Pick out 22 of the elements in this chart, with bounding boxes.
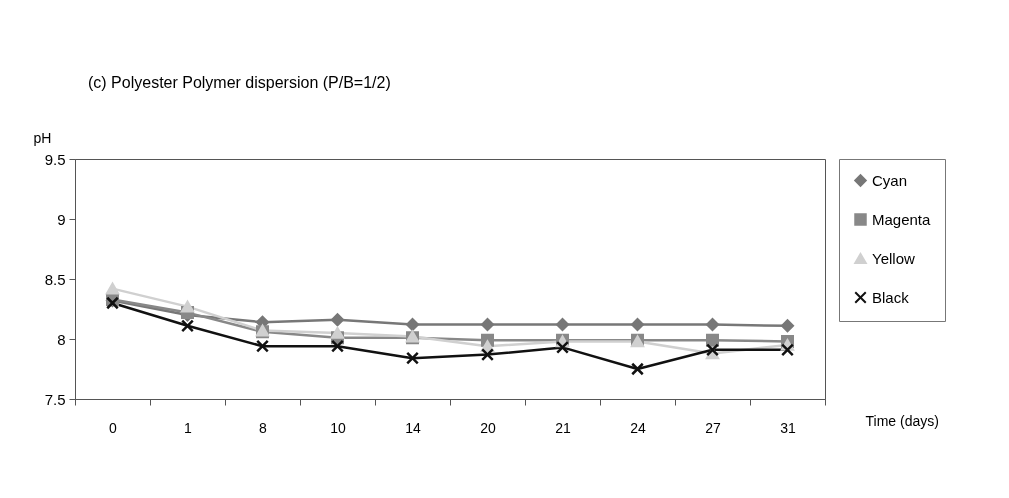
x-tick-label: 21 [555,419,571,436]
legend-label: Black [872,288,910,306]
x-tick-label: 24 [630,419,646,436]
legend-label: Cyan [872,171,908,189]
x-tick-label: 10 [330,419,346,436]
x-tick-label: 31 [780,419,796,436]
y-tick-label: 9 [57,210,66,228]
y-tick-label: 8.5 [44,270,66,288]
x-tick-label: 27 [705,419,721,436]
legend-label: Yellow [872,249,915,267]
x-tick-label: 8 [259,419,268,436]
y-tick-label: 9.5 [44,150,66,168]
y-axis-title: pH [33,129,52,146]
x-axis-title: Time (days) [865,412,939,429]
y-tick-label: 7.5 [44,390,66,408]
x-tick-label: 20 [480,419,496,436]
x-tick-label: 14 [405,419,421,436]
x-tick-label: 1 [184,419,193,436]
chart-title: (c) Polyester Polymer dispersion (P/B=1/2) [88,74,391,91]
y-tick-label: 8 [57,330,66,348]
x-tick-label: 0 [109,419,118,436]
legend-label: Magenta [872,210,932,228]
